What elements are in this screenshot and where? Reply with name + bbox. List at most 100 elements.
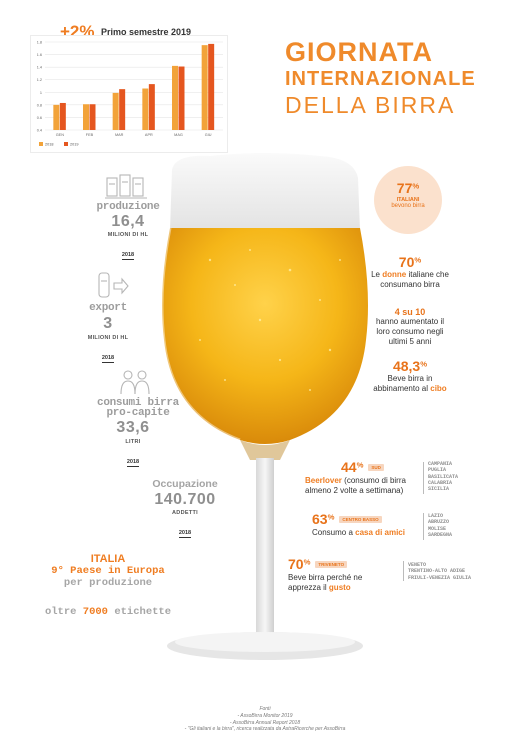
triveneto-block: 70% TRIVENETO Beve birra perché ne appre… bbox=[288, 556, 408, 593]
bar-2019-giu bbox=[208, 43, 215, 131]
triveneto-pct: 70% bbox=[288, 556, 311, 572]
donne-text-2: consumano birra bbox=[380, 280, 440, 289]
beer-glass-illustration bbox=[160, 153, 368, 660]
y-tick-label: 1.6 bbox=[37, 53, 42, 57]
aumento-value: 4 su 10 bbox=[394, 307, 426, 317]
legend-label-2018: 2018 bbox=[45, 143, 53, 147]
sales-bar-chart: 0.4 0.6 0.8 1 1.2 1.4 1.6 1.8 GEN FEB MAR APR MAG GIU… bbox=[37, 41, 223, 147]
consumption-year: 2018 bbox=[126, 459, 140, 467]
italia-title: ITALIA bbox=[90, 553, 126, 565]
centro-badge: CENTRO BASSO bbox=[339, 515, 382, 523]
sources: Fonti - AssoBirra Monitor 2019 - AssoBir… bbox=[120, 706, 410, 733]
export-unit: MILIONI DI HL bbox=[87, 335, 129, 341]
italiani-label: ITALIANI bbox=[396, 197, 420, 203]
legend-swatch-2019 bbox=[64, 142, 68, 146]
title-line-2: INTERNAZIONALE bbox=[285, 68, 476, 90]
export-icon bbox=[98, 272, 129, 298]
export-value: 3 bbox=[103, 315, 113, 332]
triveneto-line-2: apprezza il gusto bbox=[288, 583, 351, 592]
centro-block: 63% CENTRO BASSO Consumo a casa di amici bbox=[312, 511, 422, 538]
donne-block: 70% Le donne italiane che consumano birr… bbox=[350, 254, 470, 290]
bar-2018-feb bbox=[83, 104, 89, 130]
production-icon bbox=[105, 174, 147, 199]
y-tick-label: 0.8 bbox=[37, 103, 42, 107]
italiani-sub: bevono birra bbox=[391, 203, 425, 209]
y-tick-label: 1.2 bbox=[37, 78, 42, 82]
x-tick-label: FEB bbox=[86, 133, 94, 137]
consumption-label-2: pro-capite bbox=[106, 407, 170, 419]
consumption-unit: LITRI bbox=[125, 439, 141, 445]
bar-2018-giu bbox=[201, 45, 208, 131]
centro-regions: LAZIO ABRUZZO MOLISE SARDEGNA bbox=[428, 513, 453, 538]
production-label: produzione bbox=[96, 201, 160, 213]
aumento-line-2: loro consumo negli bbox=[376, 327, 444, 336]
italiani-pct: 77% bbox=[396, 180, 420, 196]
y-tick-label: 1.8 bbox=[37, 41, 42, 45]
bar-2018-mag bbox=[172, 65, 178, 130]
bar-2018-mar bbox=[112, 92, 119, 130]
aumento-line-3: ultimi 5 anni bbox=[388, 337, 432, 346]
cibo-pct: 48,3% bbox=[392, 358, 428, 374]
title-line-3: DELLA BIRRA bbox=[285, 92, 456, 118]
cibo-line-2: abbinamento al cibo bbox=[373, 384, 447, 393]
cibo-block: 48,3% Beve birra in abbinamento al cibo bbox=[350, 358, 470, 394]
y-tick-label: 1 bbox=[40, 91, 42, 95]
centro-divider bbox=[423, 513, 424, 540]
x-tick-label: MAG bbox=[174, 133, 183, 137]
sud-regions: CAMPANIA PUGLIA BASILICATA CALABRIA SICILIA bbox=[428, 461, 459, 492]
bar-2018-apr bbox=[142, 88, 149, 130]
bar-2019-apr bbox=[148, 84, 155, 130]
donne-text-1: Le donne italiane che bbox=[371, 270, 449, 279]
employment-year-wrap: 2018 bbox=[130, 521, 240, 539]
x-tick-label: GIU bbox=[205, 133, 212, 137]
bar-2019-gen bbox=[59, 102, 66, 130]
italia-line-1: 9° Paese in Europa bbox=[51, 565, 165, 577]
export-year-wrap: 2018 bbox=[58, 346, 158, 364]
bar-2019-mag bbox=[178, 66, 185, 130]
italia-line-2: per produzione bbox=[63, 577, 153, 589]
sud-block: 44% SUD Beerlover (consumo di birra alme… bbox=[305, 459, 425, 496]
source-1: - AssoBirra Monitor 2019 bbox=[237, 712, 293, 719]
beer-bowl bbox=[162, 228, 368, 444]
title-block: GIORNATA INTERNAZIONALE DELLA BIRRA bbox=[285, 38, 505, 119]
triveneto-divider bbox=[403, 561, 404, 581]
sud-line-2: almeno 2 volte a settimana) bbox=[305, 486, 404, 495]
consumption-year-wrap: 2018 bbox=[83, 450, 183, 468]
period-label: Primo semestre 2019 bbox=[101, 27, 192, 37]
labels-count: oltre 7000 etichette bbox=[44, 606, 172, 618]
y-tick-label: 1.4 bbox=[37, 66, 42, 70]
triveneto-regions: VENETO TRENTINO-ALTO ADIGE FRIULI-VENEZIA … bbox=[408, 562, 472, 581]
employment-unit: ADDETTI bbox=[172, 510, 198, 516]
export-label: export bbox=[89, 302, 127, 314]
x-tick-label: GEN bbox=[56, 133, 64, 137]
title-line-1: GIORNATA bbox=[285, 37, 433, 67]
legend-label-2019: 2019 bbox=[70, 143, 78, 147]
bubbles bbox=[199, 249, 341, 391]
production-year: 2018 bbox=[121, 252, 135, 260]
y-tick-label: 0.4 bbox=[37, 129, 42, 133]
y-tick-label: 0.6 bbox=[37, 116, 42, 120]
employment-value: 140.700 bbox=[154, 491, 216, 508]
people-icon bbox=[120, 370, 150, 395]
production-value: 16,4 bbox=[111, 213, 145, 230]
x-tick-label: MAR bbox=[115, 133, 124, 137]
production-unit: MILIONI DI HL bbox=[107, 232, 149, 238]
glass-stem bbox=[256, 458, 274, 640]
export-year: 2018 bbox=[101, 355, 115, 363]
source-2: - AssoBirra Annual Report 2018 bbox=[229, 719, 301, 726]
italiani-circle: 77% ITALIANI bevono birra bbox=[374, 166, 442, 234]
aumento-block: 4 su 10 hanno aumentato il loro consumo … bbox=[350, 307, 470, 347]
legend-swatch-2018 bbox=[39, 142, 43, 146]
centro-line: Consumo a casa di amici bbox=[312, 528, 405, 537]
centro-pct: 63% bbox=[312, 511, 335, 527]
bar-2018-gen bbox=[53, 104, 60, 130]
bar-2019-mar bbox=[119, 89, 126, 130]
donne-pct: 70% bbox=[398, 254, 422, 270]
sud-line-1: Beerlover (consumo di birra bbox=[305, 476, 406, 485]
employment-label: Occupazione bbox=[152, 478, 218, 490]
x-tick-label: APR bbox=[145, 133, 153, 137]
sud-divider bbox=[423, 462, 424, 494]
cibo-line-1: Beve birra in bbox=[387, 374, 433, 383]
employment-year: 2018 bbox=[178, 530, 192, 538]
sud-badge: SUD bbox=[368, 463, 384, 471]
